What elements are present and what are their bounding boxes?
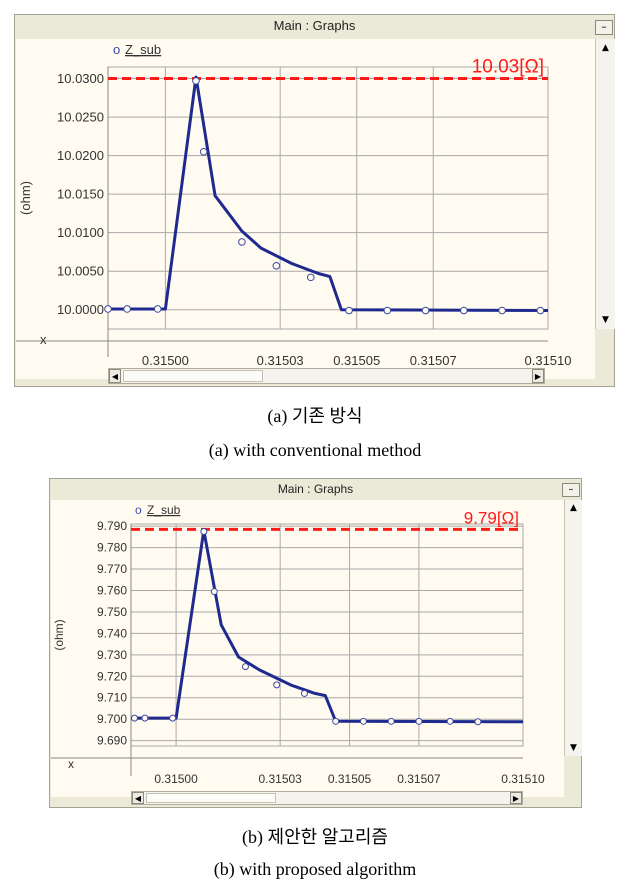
threshold-annotation: 9.79[Ω] — [464, 508, 519, 527]
y-tick-label: 10.0300 — [57, 71, 104, 86]
data-point-marker — [460, 306, 468, 315]
data-point-marker — [421, 306, 430, 315]
data-point-marker — [474, 718, 482, 726]
data-point-marker — [332, 717, 340, 725]
data-point-marker — [306, 273, 315, 282]
data-point-marker — [199, 147, 208, 156]
y-tick-label: 10.0000 — [57, 302, 104, 317]
x-tick-label: 0.31505 — [328, 772, 372, 786]
x-tick-label: 0.31507 — [410, 353, 457, 368]
data-point-marker — [359, 717, 367, 725]
data-point-marker — [415, 717, 423, 725]
series-line-z-sub — [108, 75, 549, 312]
data-point-marker — [123, 305, 131, 313]
graph-window-a: Main : Graphs – 10.0000 10.0050 10.0100 10.… — [14, 14, 615, 387]
window-title-b: Main : Graphs — [277, 482, 354, 496]
legend-marker-icon: o — [113, 42, 120, 57]
data-point-marker — [130, 714, 138, 722]
plot-area-b: 9.690 9.700 9.710 9.720 9.730 9.740 9.750 9.760… — [51, 500, 564, 797]
data-point-marker — [241, 663, 249, 671]
data-point-marker — [104, 305, 112, 313]
data-point-marker — [153, 305, 162, 313]
x-tick-label: 0.31500 — [154, 772, 198, 786]
x-tick-label: 0.31510 — [501, 772, 545, 786]
x-tick-label: 0.31505 — [333, 353, 380, 368]
data-point-marker — [238, 238, 246, 246]
scroll-left-arrow-icon-b[interactable]: ◀ — [132, 792, 144, 804]
vertical-scrollbar-a[interactable]: ▲ ▼ — [595, 39, 615, 329]
x-tick-label: 0.31503 — [257, 353, 304, 368]
caption-ko-b: (b) 제안한 알고리즘 — [242, 827, 388, 847]
scroll-down-arrow-icon-b[interactable]: ▼ — [570, 743, 577, 753]
y-tick-label: 10.0100 — [57, 225, 104, 240]
data-point-marker — [345, 306, 353, 315]
vertical-scrollbar-b[interactable]: ▲ ▼ — [564, 500, 582, 756]
y-tick-label: 9.790 — [97, 519, 127, 533]
data-point-marker — [536, 306, 545, 315]
x-tick-label: 0.31503 — [258, 772, 302, 786]
data-point-marker — [273, 681, 281, 689]
data-point-marker — [200, 528, 208, 536]
plot-area-a: 10.0000 10.0050 10.0100 10.0150 10.0200 10.02… — [16, 39, 595, 379]
y-tick-label: 10.0200 — [57, 148, 104, 163]
minimize-button-b[interactable]: – — [562, 483, 580, 497]
scroll-right-arrow-icon-a[interactable]: ▶ — [532, 369, 544, 383]
data-point-marker — [300, 689, 308, 697]
y-axis-title: (ohm) — [52, 619, 66, 650]
y-tick-label: 10.0250 — [57, 109, 104, 124]
caption-en-a: (a) with conventional method — [208, 440, 422, 460]
data-point-marker — [446, 717, 454, 725]
threshold-annotation: 10.03[Ω] — [472, 57, 544, 78]
scroll-right-arrow-icon-b[interactable]: ▶ — [510, 792, 522, 804]
horizontal-scrollbar-b[interactable]: ◀ ▶ — [131, 791, 523, 805]
data-point-marker — [169, 714, 177, 722]
scroll-down-arrow-icon-a[interactable]: ▼ — [602, 315, 609, 325]
x-axis-letter-b: x — [68, 757, 74, 771]
y-tick-label: 10.0150 — [57, 186, 104, 201]
chart-svg-b: 9.690 9.700 9.710 9.720 9.730 9.740 9.750 9.760… — [51, 503, 545, 786]
x-axis-letter-a: x — [40, 332, 47, 347]
y-tick-label: 10.0050 — [57, 264, 104, 279]
data-point-marker — [272, 262, 281, 270]
data-point-marker — [210, 588, 218, 596]
graph-window-b: Main : Graphs – 9.690 9.700 9.710 9.720 9.73… — [49, 478, 582, 808]
legend-label: Z_sub — [147, 503, 181, 517]
caption-ko-a: (a) 기존 방식 — [267, 406, 363, 426]
legend-label: Z_sub — [125, 42, 161, 57]
legend-marker-icon: o — [135, 503, 142, 517]
y-tick-label: 9.740 — [97, 626, 127, 640]
x-tick-label: 0.31510 — [525, 353, 572, 368]
scroll-thumb-b[interactable] — [146, 793, 276, 803]
data-point-marker — [192, 77, 200, 85]
plot-frame — [107, 66, 549, 330]
scroll-thumb-a[interactable] — [123, 370, 263, 382]
y-tick-label: 9.700 — [97, 712, 127, 726]
scroll-left-arrow-icon-a[interactable]: ◀ — [109, 369, 121, 383]
y-tick-label: 9.690 — [97, 734, 127, 748]
y-axis-title: (ohm) — [18, 181, 33, 215]
data-point-marker — [387, 717, 395, 725]
minimize-button-a[interactable]: – — [595, 20, 613, 35]
window-title-a: Main : Graphs — [273, 18, 356, 33]
y-tick-label: 9.720 — [97, 669, 127, 683]
horizontal-scrollbar-a[interactable]: ◀ ▶ — [108, 368, 545, 384]
y-tick-label: 9.760 — [97, 583, 127, 597]
x-tick-label: 0.31507 — [397, 772, 441, 786]
data-point-marker — [498, 306, 506, 315]
y-tick-label: 9.750 — [97, 605, 127, 619]
caption-en-b: (b) with proposed algorithm — [213, 859, 417, 879]
y-tick-label: 9.780 — [97, 541, 127, 555]
data-point-marker — [383, 306, 392, 315]
x-tick-label: 0.31500 — [142, 353, 189, 368]
series-line-z-sub — [131, 528, 524, 724]
scroll-up-arrow-icon-a[interactable]: ▲ — [602, 43, 609, 53]
y-tick-label: 9.710 — [97, 691, 127, 705]
data-point-marker — [141, 714, 149, 722]
chart-svg-a: 10.0000 10.0050 10.0100 10.0150 10.0200 10.02… — [16, 42, 572, 368]
y-tick-label: 9.770 — [97, 562, 127, 576]
y-tick-label: 9.730 — [97, 648, 127, 662]
scroll-up-arrow-icon-b[interactable]: ▲ — [570, 503, 577, 513]
